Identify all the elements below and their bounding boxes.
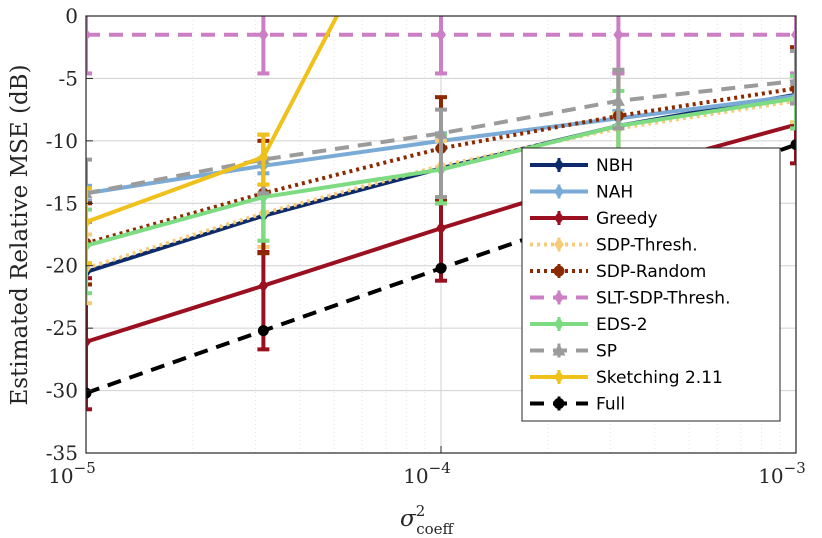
- legend-marker: [554, 370, 564, 384]
- legend-label: SDP-Random: [596, 262, 706, 282]
- data-point: [791, 27, 796, 42]
- data-point: [790, 139, 796, 151]
- data-point: [789, 73, 796, 86]
- data-point: [257, 325, 269, 337]
- series-line: [86, 78, 796, 196]
- legend-entry: SLT-SDP-Thresh.: [530, 289, 730, 309]
- legend-marker: [554, 237, 564, 252]
- x-axis-title: σ2 coeff: [400, 502, 455, 538]
- legend-label: SDP-Thresh.: [596, 236, 698, 256]
- x-axis-title-sup: 2: [416, 502, 426, 520]
- legend-marker: [554, 317, 564, 331]
- legend-marker: [553, 265, 565, 277]
- data-point: [258, 278, 269, 293]
- legend-label: NAH: [596, 183, 633, 203]
- legend-entry: Full: [530, 395, 625, 415]
- data-point: [258, 27, 269, 42]
- y-tick-label: -35: [46, 441, 78, 465]
- legend-label: SP: [596, 342, 617, 362]
- data-point: [435, 262, 447, 274]
- y-axis-title: Estimated Relative MSE (dB): [7, 64, 33, 405]
- y-tick-label: -25: [46, 316, 78, 340]
- data-point: [86, 27, 91, 42]
- series-sketching-2-11: [86, 16, 340, 266]
- y-tick-label: -5: [59, 66, 78, 90]
- legend-marker: [554, 290, 564, 305]
- series-slt-sdp-thresh-: [86, 16, 796, 76]
- legend-entry: Sketching 2.11: [530, 368, 723, 388]
- legend-label: EDS-2: [596, 315, 648, 335]
- legend-marker: [554, 184, 564, 199]
- x-tick-label: 10−5: [48, 459, 96, 488]
- y-tick-label: -10: [46, 129, 78, 153]
- legend-entry: SDP-Thresh.: [530, 236, 698, 256]
- data-point: [86, 215, 91, 230]
- legend-label: Greedy: [596, 209, 658, 229]
- legend-entry: NAH: [530, 183, 633, 203]
- legend-entry: SP: [530, 342, 617, 362]
- data-point: [611, 93, 625, 106]
- y-tick-label: -30: [46, 379, 78, 403]
- series-line: [86, 98, 796, 271]
- series-layer: [86, 16, 796, 412]
- data-point: [613, 27, 624, 42]
- legend-marker: [553, 398, 565, 409]
- x-axis-title-sub: coeff: [416, 520, 454, 538]
- legend-entry: NBH: [530, 156, 633, 176]
- legend-entry: SDP-Random: [530, 262, 706, 282]
- data-point: [436, 221, 446, 236]
- data-point: [258, 150, 269, 165]
- data-point: [86, 334, 91, 349]
- data-point: [434, 126, 448, 139]
- x-axis-title-base: σ: [400, 506, 417, 532]
- y-tick-label: -15: [46, 191, 78, 215]
- legend-marker: [554, 211, 564, 225]
- legend-marker: [552, 343, 566, 356]
- legend-label: NBH: [596, 156, 633, 176]
- data-point: [436, 27, 446, 42]
- legend-marker: [554, 158, 564, 172]
- x-tick-label: 10−3: [758, 459, 806, 488]
- legend-label: Sketching 2.11: [596, 368, 723, 388]
- legend: NBH NAH Greedy SDP-Thresh. SDP-Random SLT-SDP…: [521, 147, 781, 422]
- y-tick-label: 0: [65, 4, 78, 28]
- x-tick-label: 10−4: [403, 459, 451, 488]
- legend-label: Full: [596, 395, 625, 415]
- legend-entry: Greedy: [530, 209, 658, 229]
- legend-entry: EDS-2: [530, 315, 648, 335]
- legend-label: SLT-SDP-Thresh.: [596, 289, 730, 309]
- y-tick-label: -20: [46, 254, 78, 278]
